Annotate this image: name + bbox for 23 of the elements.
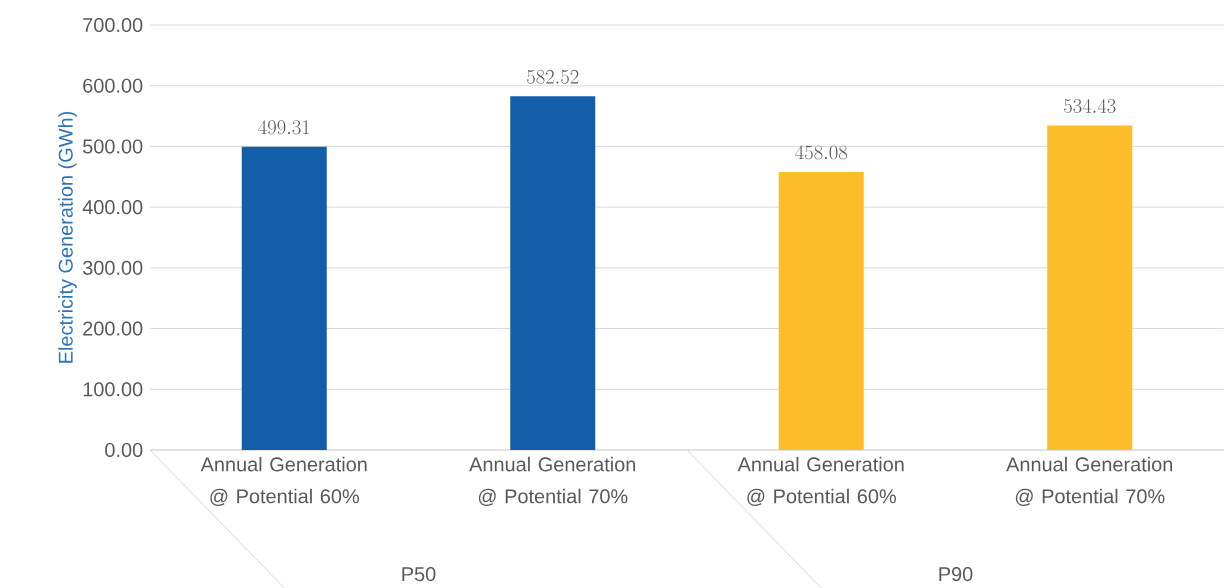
data-label: 458.08	[795, 145, 848, 160]
y-tick-label: 0.00	[105, 442, 143, 458]
bar	[1047, 125, 1133, 450]
x-tick-label: Annual Generation @ Potential 70%	[469, 456, 636, 506]
x-tick-label: Annual Generation @ Potential 70%	[1006, 456, 1173, 506]
y-tick-label: 400.00	[82, 200, 143, 215]
bar	[510, 96, 596, 450]
y-tick-label: 200.00	[83, 321, 143, 336]
text: P90	[939, 567, 973, 582]
data-label: 582.52	[527, 69, 579, 84]
data-label: 534.43	[1064, 98, 1116, 114]
y-tick-label: 100.00	[83, 382, 143, 397]
y-tick-label: 600.00	[83, 78, 143, 93]
y-tick-label: 700.00	[83, 17, 143, 33]
x-tick-label: Annual Generation @ Potential 60%	[200, 456, 367, 506]
text: P50	[402, 567, 436, 582]
x-tick-label: Annual Generation @ Potential 60%	[737, 456, 904, 506]
bar	[778, 171, 864, 450]
bar	[241, 146, 327, 450]
y-axis-title: Electricity Generation (GWh)	[58, 111, 77, 363]
data-label: 499.31	[258, 120, 310, 135]
y-tick-label: 300.00	[82, 260, 143, 275]
y-tick-label: 500.00	[83, 139, 143, 154]
